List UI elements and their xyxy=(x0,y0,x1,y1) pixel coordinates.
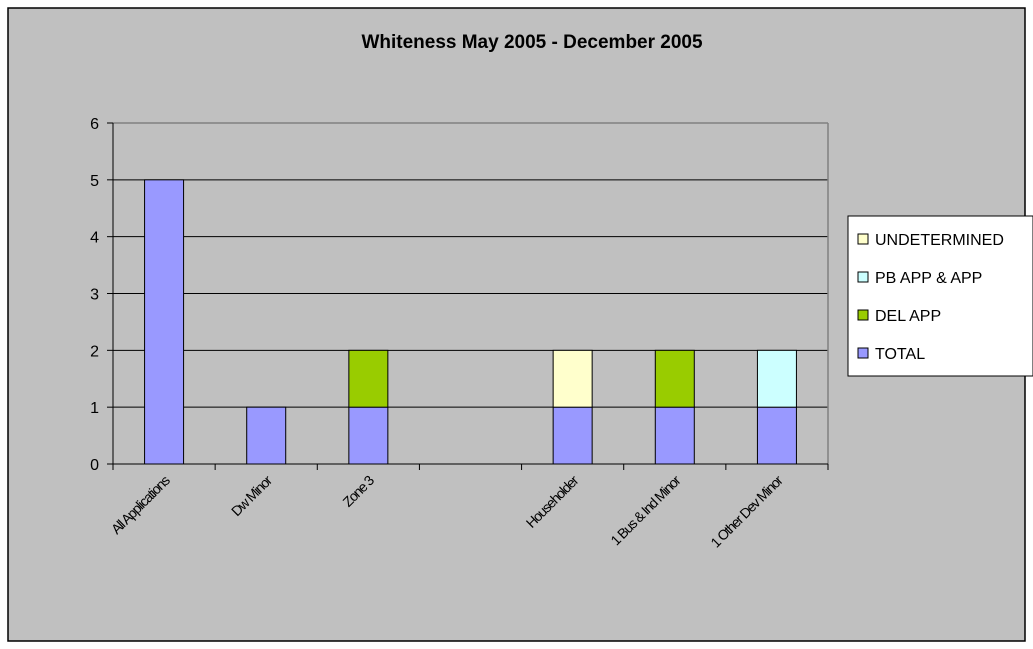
legend-swatch xyxy=(857,271,869,283)
bar-total xyxy=(756,406,797,465)
y-tick-label: 6 xyxy=(90,116,99,133)
bar-pb-app-app xyxy=(756,349,797,408)
bar-total xyxy=(552,406,593,465)
legend-swatch xyxy=(857,309,869,321)
bar-total xyxy=(654,406,695,465)
legend-label: TOTAL xyxy=(875,346,925,363)
legend-swatch xyxy=(857,347,869,359)
bar-del-app xyxy=(348,349,389,408)
chart-title: Whiteness May 2005 - December 2005 xyxy=(361,32,703,53)
bar-total xyxy=(246,406,287,465)
y-tick-label: 4 xyxy=(90,230,99,247)
y-tick-label: 3 xyxy=(90,287,99,304)
legend-label: DEL APP xyxy=(875,308,941,325)
bar-total xyxy=(144,179,185,465)
bar-del-app xyxy=(654,349,695,408)
y-tick-label: 1 xyxy=(90,400,99,417)
y-tick-label: 0 xyxy=(90,457,99,474)
legend-label: PB APP & APP xyxy=(875,270,982,287)
legend-label: UNDETERMINED xyxy=(875,232,1004,249)
legend: UNDETERMINED PB APP & APP DEL APP TOTAL xyxy=(847,215,1033,377)
bars xyxy=(144,179,797,465)
y-axis-tick-labels: 0 1 2 3 4 5 6 xyxy=(90,116,113,474)
legend-box xyxy=(847,215,1033,377)
y-tick-label: 2 xyxy=(90,343,99,360)
y-tick-label: 5 xyxy=(90,173,99,190)
bar-undetermined xyxy=(552,349,593,408)
bar-total xyxy=(348,406,389,465)
legend-swatch xyxy=(857,233,869,245)
